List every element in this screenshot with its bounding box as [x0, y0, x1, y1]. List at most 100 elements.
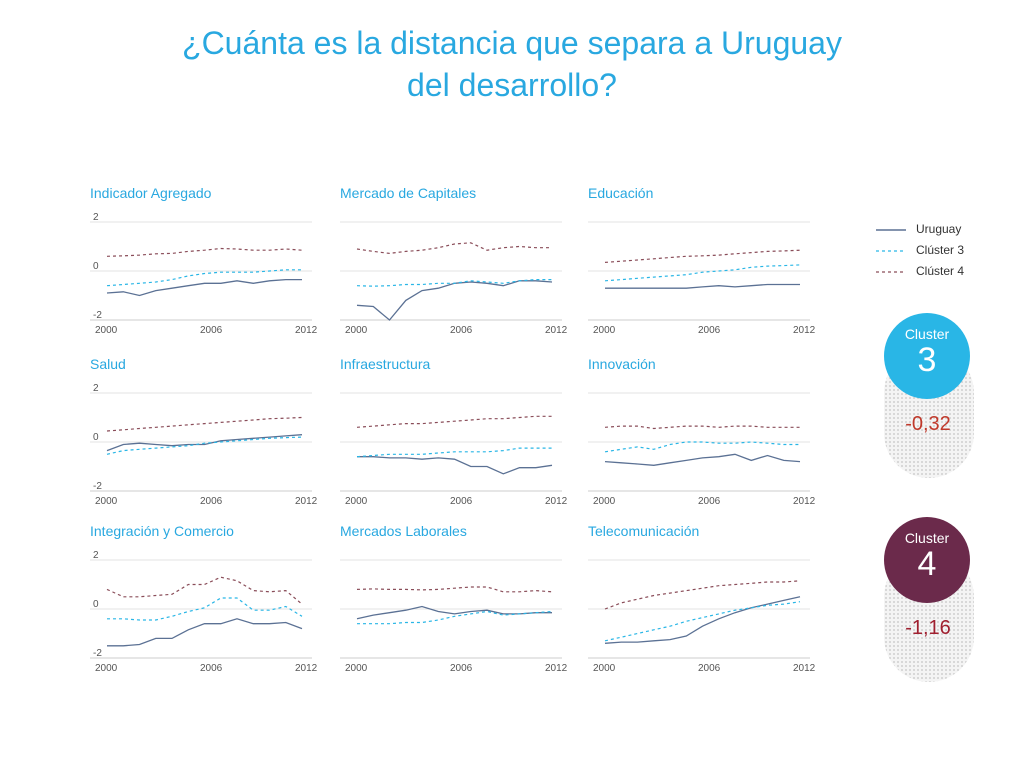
series-line-cluster3: [356, 447, 552, 458]
chart-title: Mercado de Capitales: [340, 185, 477, 201]
chart-title: Integración y Comercio: [90, 523, 234, 539]
series-line-uruguay: [604, 453, 801, 466]
x-tick-label: 2006: [200, 325, 223, 336]
legend-item-uruguay: Uruguay: [876, 222, 996, 243]
series-line-cluster4: [604, 249, 801, 263]
x-tick-label: 2000: [95, 496, 118, 507]
series-line-uruguay: [356, 280, 553, 321]
chart-panel: Mercado de Capitales 2000 2006 2012: [340, 185, 570, 345]
x-tick-label: 2000: [345, 325, 368, 336]
x-tick-label: 2006: [200, 663, 223, 674]
series-line-uruguay: [357, 456, 553, 475]
chart-panel: Mercados Laborales 2000 2006 2012: [340, 523, 570, 683]
legend-label: Uruguay: [916, 222, 962, 236]
series-line-uruguay: [107, 618, 303, 647]
series-line-cluster3: [604, 601, 801, 642]
x-tick-label: 2012: [295, 325, 318, 336]
chart-panel: Educación 2000 2006 2012: [588, 185, 818, 345]
chart-panel: Salud 2 0 -2 2000 2006 2012: [90, 356, 320, 516]
y-tick-label: 2: [93, 550, 99, 561]
legend-swatch-uruguay: [876, 229, 906, 231]
x-tick-label: 2006: [698, 663, 721, 674]
x-tick-label: 2012: [545, 496, 568, 507]
y-tick-label: 0: [93, 432, 99, 443]
x-tick-label: 2006: [450, 325, 473, 336]
x-tick-label: 2000: [95, 663, 118, 674]
y-tick-label: -2: [93, 648, 102, 659]
chart-panel: Infraestructura 2000 2006 2012: [340, 356, 570, 516]
y-tick-label: 2: [93, 383, 99, 394]
series-line-cluster3: [357, 610, 553, 625]
cluster-4-value: -1,16: [905, 617, 951, 639]
chart-plot: 2000 2006 2012: [340, 221, 568, 336]
y-tick-label: -2: [93, 310, 102, 321]
x-tick-label: 2006: [200, 496, 223, 507]
cluster-3-value: -0,32: [905, 413, 951, 435]
series-line-cluster4: [106, 416, 303, 432]
chart-plot: 2000 2006 2012: [588, 392, 816, 507]
cluster-3-word: Cluster: [904, 326, 950, 342]
cluster-4-word: Cluster: [904, 530, 950, 546]
legend-swatch-cluster-4: [876, 271, 906, 273]
x-tick-label: 2000: [345, 663, 368, 674]
legend-swatch-cluster-3: [876, 250, 906, 252]
series-line-cluster3: [356, 278, 552, 287]
x-tick-label: 2000: [593, 496, 616, 507]
y-tick-label: -2: [93, 481, 102, 492]
chart-title: Educación: [588, 185, 654, 201]
series-line-cluster3: [107, 597, 303, 621]
chart-panel: Integración y Comercio 2 0 -2 2000 2006 2012: [90, 523, 320, 683]
legend: Uruguay Clúster 3 Clúster 4: [876, 222, 996, 285]
title-line-1: ¿Cuánta es la distancia que separa a Uru…: [182, 25, 842, 61]
x-tick-label: 2006: [698, 325, 721, 336]
series-line-cluster4: [106, 247, 303, 257]
series-line-cluster4: [356, 242, 552, 255]
chart-plot: 2000 2006 2012: [340, 392, 568, 507]
chart-panel: Indicador Agregado 2 0 -2 2000 2006 2012: [90, 185, 320, 345]
chart-plot: 2 0 -2 2000 2006 2012: [90, 550, 318, 674]
series-line-cluster3: [604, 264, 801, 282]
x-tick-label: 2000: [345, 496, 368, 507]
x-tick-label: 2012: [545, 663, 568, 674]
chart-panel: Telecomunicación 2000 2006 2012: [588, 523, 818, 683]
x-tick-label: 2012: [793, 663, 816, 674]
chart-plot: 2000 2006 2012: [340, 559, 568, 674]
x-tick-label: 2006: [698, 496, 721, 507]
chart-title: Salud: [90, 356, 126, 372]
y-tick-label: 0: [93, 261, 99, 272]
x-tick-label: 2006: [450, 496, 473, 507]
chart-plot: 2 0 -2 2000 2006 2012: [90, 383, 318, 507]
chart-plot: 2 0 -2 2000 2006 2012: [90, 212, 318, 336]
chart-panel: Innovación 2000 2006 2012: [588, 356, 818, 516]
chart-title: Indicador Agregado: [90, 185, 212, 201]
x-tick-label: 2012: [545, 325, 568, 336]
legend-item-cluster-4: Clúster 4: [876, 264, 996, 285]
series-line-cluster3: [604, 441, 800, 453]
x-tick-label: 2012: [793, 325, 816, 336]
cluster-3-card: Cluster 3 -0,32: [884, 313, 974, 483]
legend-item-cluster-3: Clúster 3: [876, 243, 996, 264]
legend-label: Clúster 3: [916, 243, 965, 257]
cluster-4-card: Cluster 4 -1,16: [884, 517, 974, 687]
series-line-uruguay: [604, 596, 801, 644]
chart-title: Innovación: [588, 356, 656, 372]
cluster-4-number: 4: [917, 545, 937, 583]
x-tick-label: 2000: [593, 325, 616, 336]
cluster-3-badge: Cluster 3: [884, 313, 970, 399]
x-tick-label: 2012: [295, 663, 318, 674]
series-line-cluster3: [106, 436, 303, 455]
series-line-cluster4: [356, 415, 552, 428]
series-line-cluster4: [106, 576, 303, 605]
title-line-2: del desarrollo?: [407, 67, 617, 103]
series-line-uruguay: [605, 283, 800, 289]
chart-plot: 2000 2006 2012: [588, 559, 816, 674]
x-tick-label: 2000: [95, 325, 118, 336]
series-line-uruguay: [106, 434, 303, 452]
y-tick-label: 2: [93, 212, 99, 223]
series-line-cluster4: [604, 425, 800, 430]
cluster-3-number: 3: [917, 341, 937, 379]
chart-title: Telecomunicación: [588, 523, 700, 539]
series-line-cluster3: [106, 269, 302, 287]
cluster-4-badge: Cluster 4: [884, 517, 970, 603]
chart-title: Mercados Laborales: [340, 523, 467, 539]
